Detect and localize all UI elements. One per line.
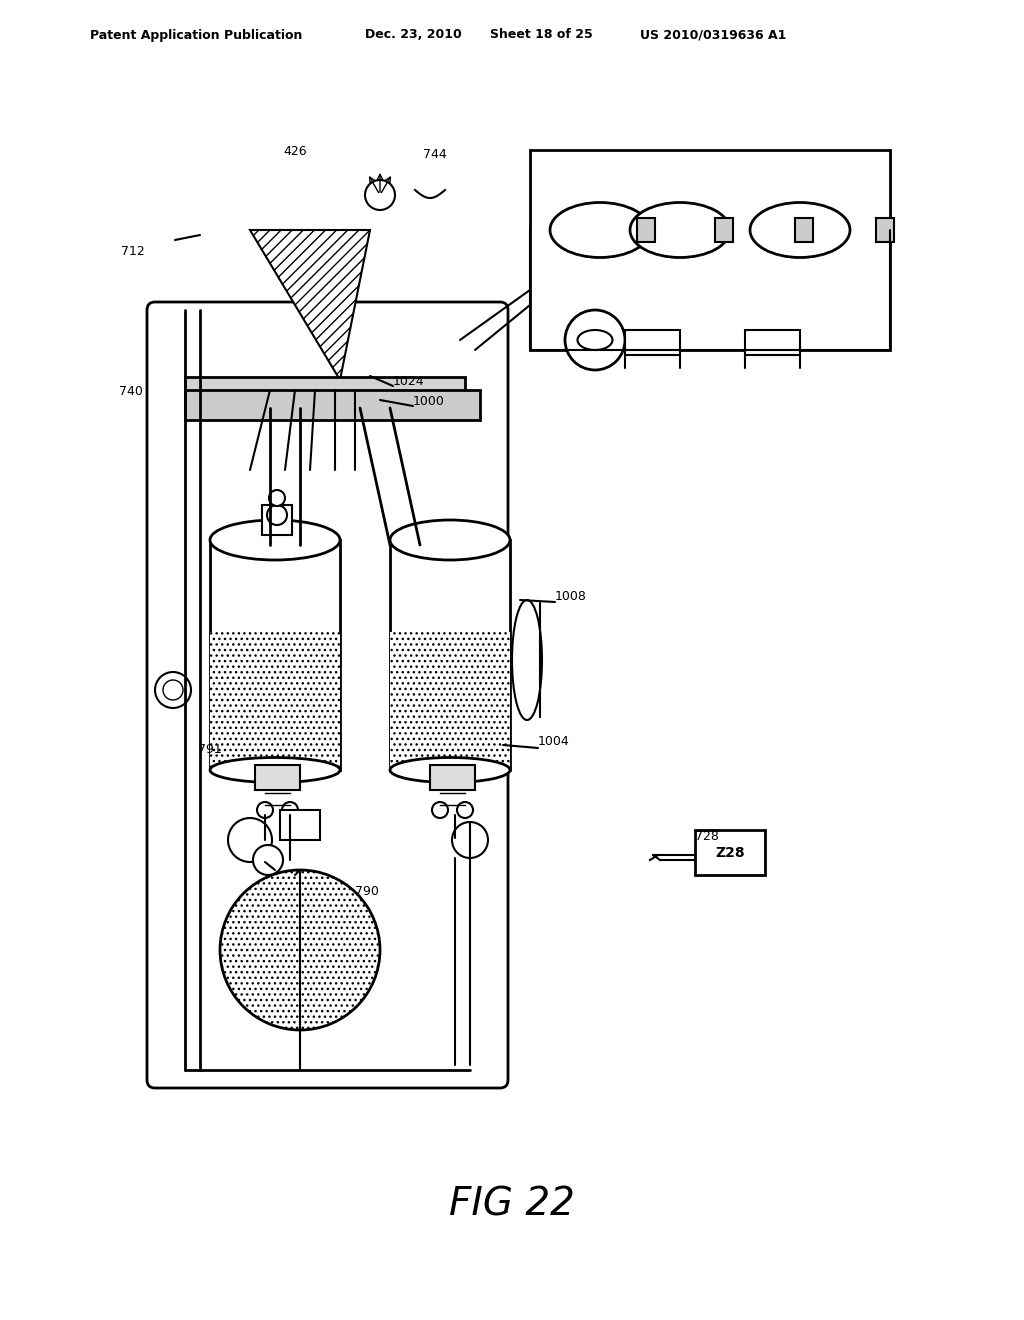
- Text: 744: 744: [423, 148, 446, 161]
- Bar: [745, 330, 800, 355]
- Text: Patent Application Publication: Patent Application Publication: [90, 29, 302, 41]
- Circle shape: [452, 822, 488, 858]
- Text: US 2010/0319636 A1: US 2010/0319636 A1: [640, 29, 786, 41]
- Circle shape: [163, 680, 183, 700]
- Ellipse shape: [630, 202, 730, 257]
- Text: Dec. 23, 2010: Dec. 23, 2010: [365, 29, 462, 41]
- Ellipse shape: [210, 520, 340, 560]
- Bar: [185, 389, 480, 420]
- Text: 1008: 1008: [555, 590, 587, 603]
- Bar: [390, 632, 510, 770]
- Text: Z28: Z28: [715, 846, 744, 861]
- Circle shape: [267, 506, 287, 525]
- Polygon shape: [250, 230, 370, 380]
- Text: 790: 790: [355, 884, 379, 898]
- Ellipse shape: [550, 202, 650, 257]
- Text: Sheet 18 of 25: Sheet 18 of 25: [490, 29, 593, 41]
- Bar: [625, 330, 680, 355]
- Text: 791: 791: [199, 743, 222, 756]
- Bar: [530, 150, 890, 350]
- Circle shape: [155, 672, 191, 708]
- Bar: [390, 540, 510, 770]
- Bar: [255, 766, 300, 789]
- Ellipse shape: [210, 758, 340, 783]
- Ellipse shape: [750, 202, 850, 257]
- Bar: [795, 218, 813, 242]
- Bar: [280, 810, 319, 840]
- Bar: [430, 766, 475, 789]
- Text: FIG 22: FIG 22: [450, 1185, 574, 1224]
- Text: 740: 740: [119, 385, 143, 399]
- Text: 1000: 1000: [413, 395, 444, 408]
- Bar: [262, 506, 292, 535]
- Bar: [185, 378, 465, 395]
- Circle shape: [565, 310, 625, 370]
- Bar: [876, 218, 894, 242]
- Bar: [637, 218, 655, 242]
- Circle shape: [457, 803, 473, 818]
- Circle shape: [365, 180, 395, 210]
- Bar: [695, 830, 765, 875]
- Text: 1024: 1024: [393, 375, 425, 388]
- Circle shape: [228, 818, 272, 862]
- Ellipse shape: [390, 520, 510, 560]
- Circle shape: [220, 870, 380, 1030]
- Text: 728: 728: [695, 830, 719, 843]
- Text: 712: 712: [121, 246, 145, 257]
- Circle shape: [269, 490, 285, 506]
- FancyBboxPatch shape: [147, 302, 508, 1088]
- Circle shape: [257, 803, 273, 818]
- Ellipse shape: [578, 330, 612, 350]
- Ellipse shape: [512, 601, 542, 719]
- Bar: [715, 218, 733, 242]
- Text: 426: 426: [284, 145, 307, 158]
- Bar: [210, 540, 340, 770]
- Circle shape: [253, 845, 283, 875]
- Ellipse shape: [390, 758, 510, 783]
- Text: 1004: 1004: [538, 735, 569, 748]
- Bar: [210, 632, 340, 770]
- Circle shape: [432, 803, 449, 818]
- Circle shape: [282, 803, 298, 818]
